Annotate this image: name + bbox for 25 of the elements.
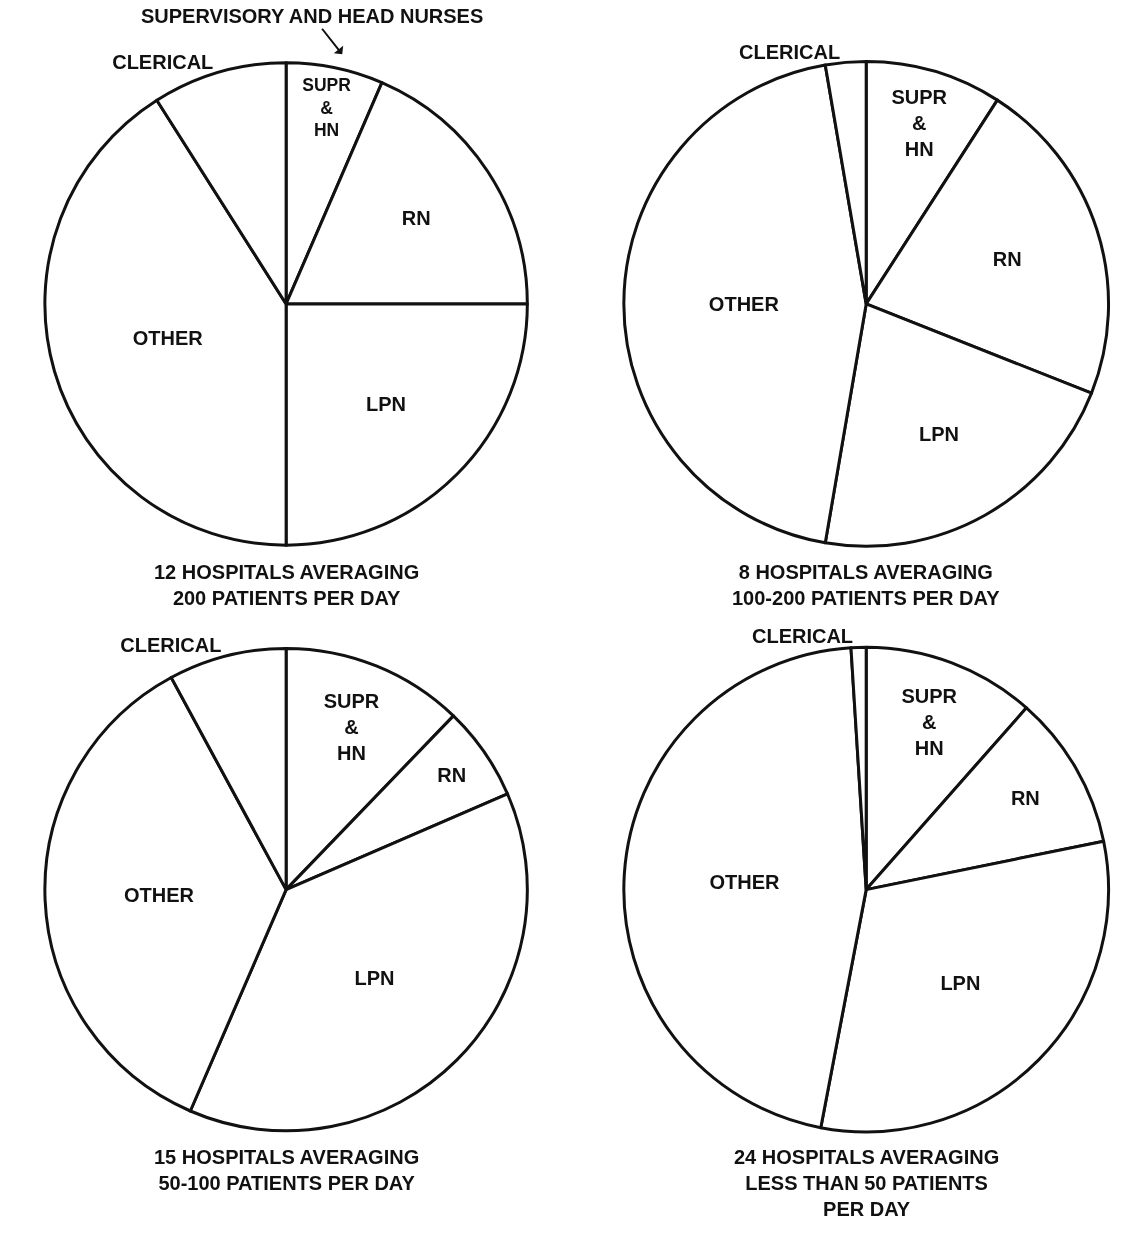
- slice-label: SUPR & HN: [323, 689, 380, 764]
- slice-label: CLERICAL: [120, 634, 222, 657]
- slice-label: SUPR & HN: [901, 685, 958, 760]
- slice-label: OTHER: [709, 870, 781, 893]
- text: 12 HOSPITALS AVERAGING 200 PATIENTS PER DAY: [154, 561, 420, 609]
- slice-label: OTHER: [708, 292, 780, 315]
- slice-label: RN: [401, 207, 431, 230]
- slice-label: CLERICAL: [751, 625, 854, 648]
- text: 8 HOSPITALS AVERAGING 100-200 PATIENTS PER DAY: [732, 561, 1001, 609]
- slice-label: RN: [992, 247, 1022, 270]
- slice-label: SUPR & HN: [891, 85, 948, 160]
- legend-label: SUPR & HN: [302, 74, 352, 141]
- slice-label: CLERICAL: [739, 40, 841, 63]
- slice-label: LPN: [354, 967, 395, 989]
- slice-label: CLERICAL: [112, 51, 214, 74]
- text: 15 HOSPITALS AVERAGING 50-100 PATIENTS PER DAY: [154, 1146, 420, 1194]
- slice-label: RN: [1010, 786, 1040, 809]
- slice-label: LPN: [366, 392, 407, 415]
- slice-label: RN: [437, 763, 467, 786]
- text: SUPERVISORY AND HEAD NURSES: [141, 5, 484, 27]
- text: 24 HOSPITALS AVERAGING LESS THAN 50 PATIENTS PER DAY: [734, 1146, 1000, 1220]
- slice-label: OTHER: [123, 884, 195, 907]
- slice-label: LPN: [919, 422, 960, 445]
- slice-label: LPN: [940, 971, 981, 994]
- slice-label: OTHER: [132, 327, 204, 350]
